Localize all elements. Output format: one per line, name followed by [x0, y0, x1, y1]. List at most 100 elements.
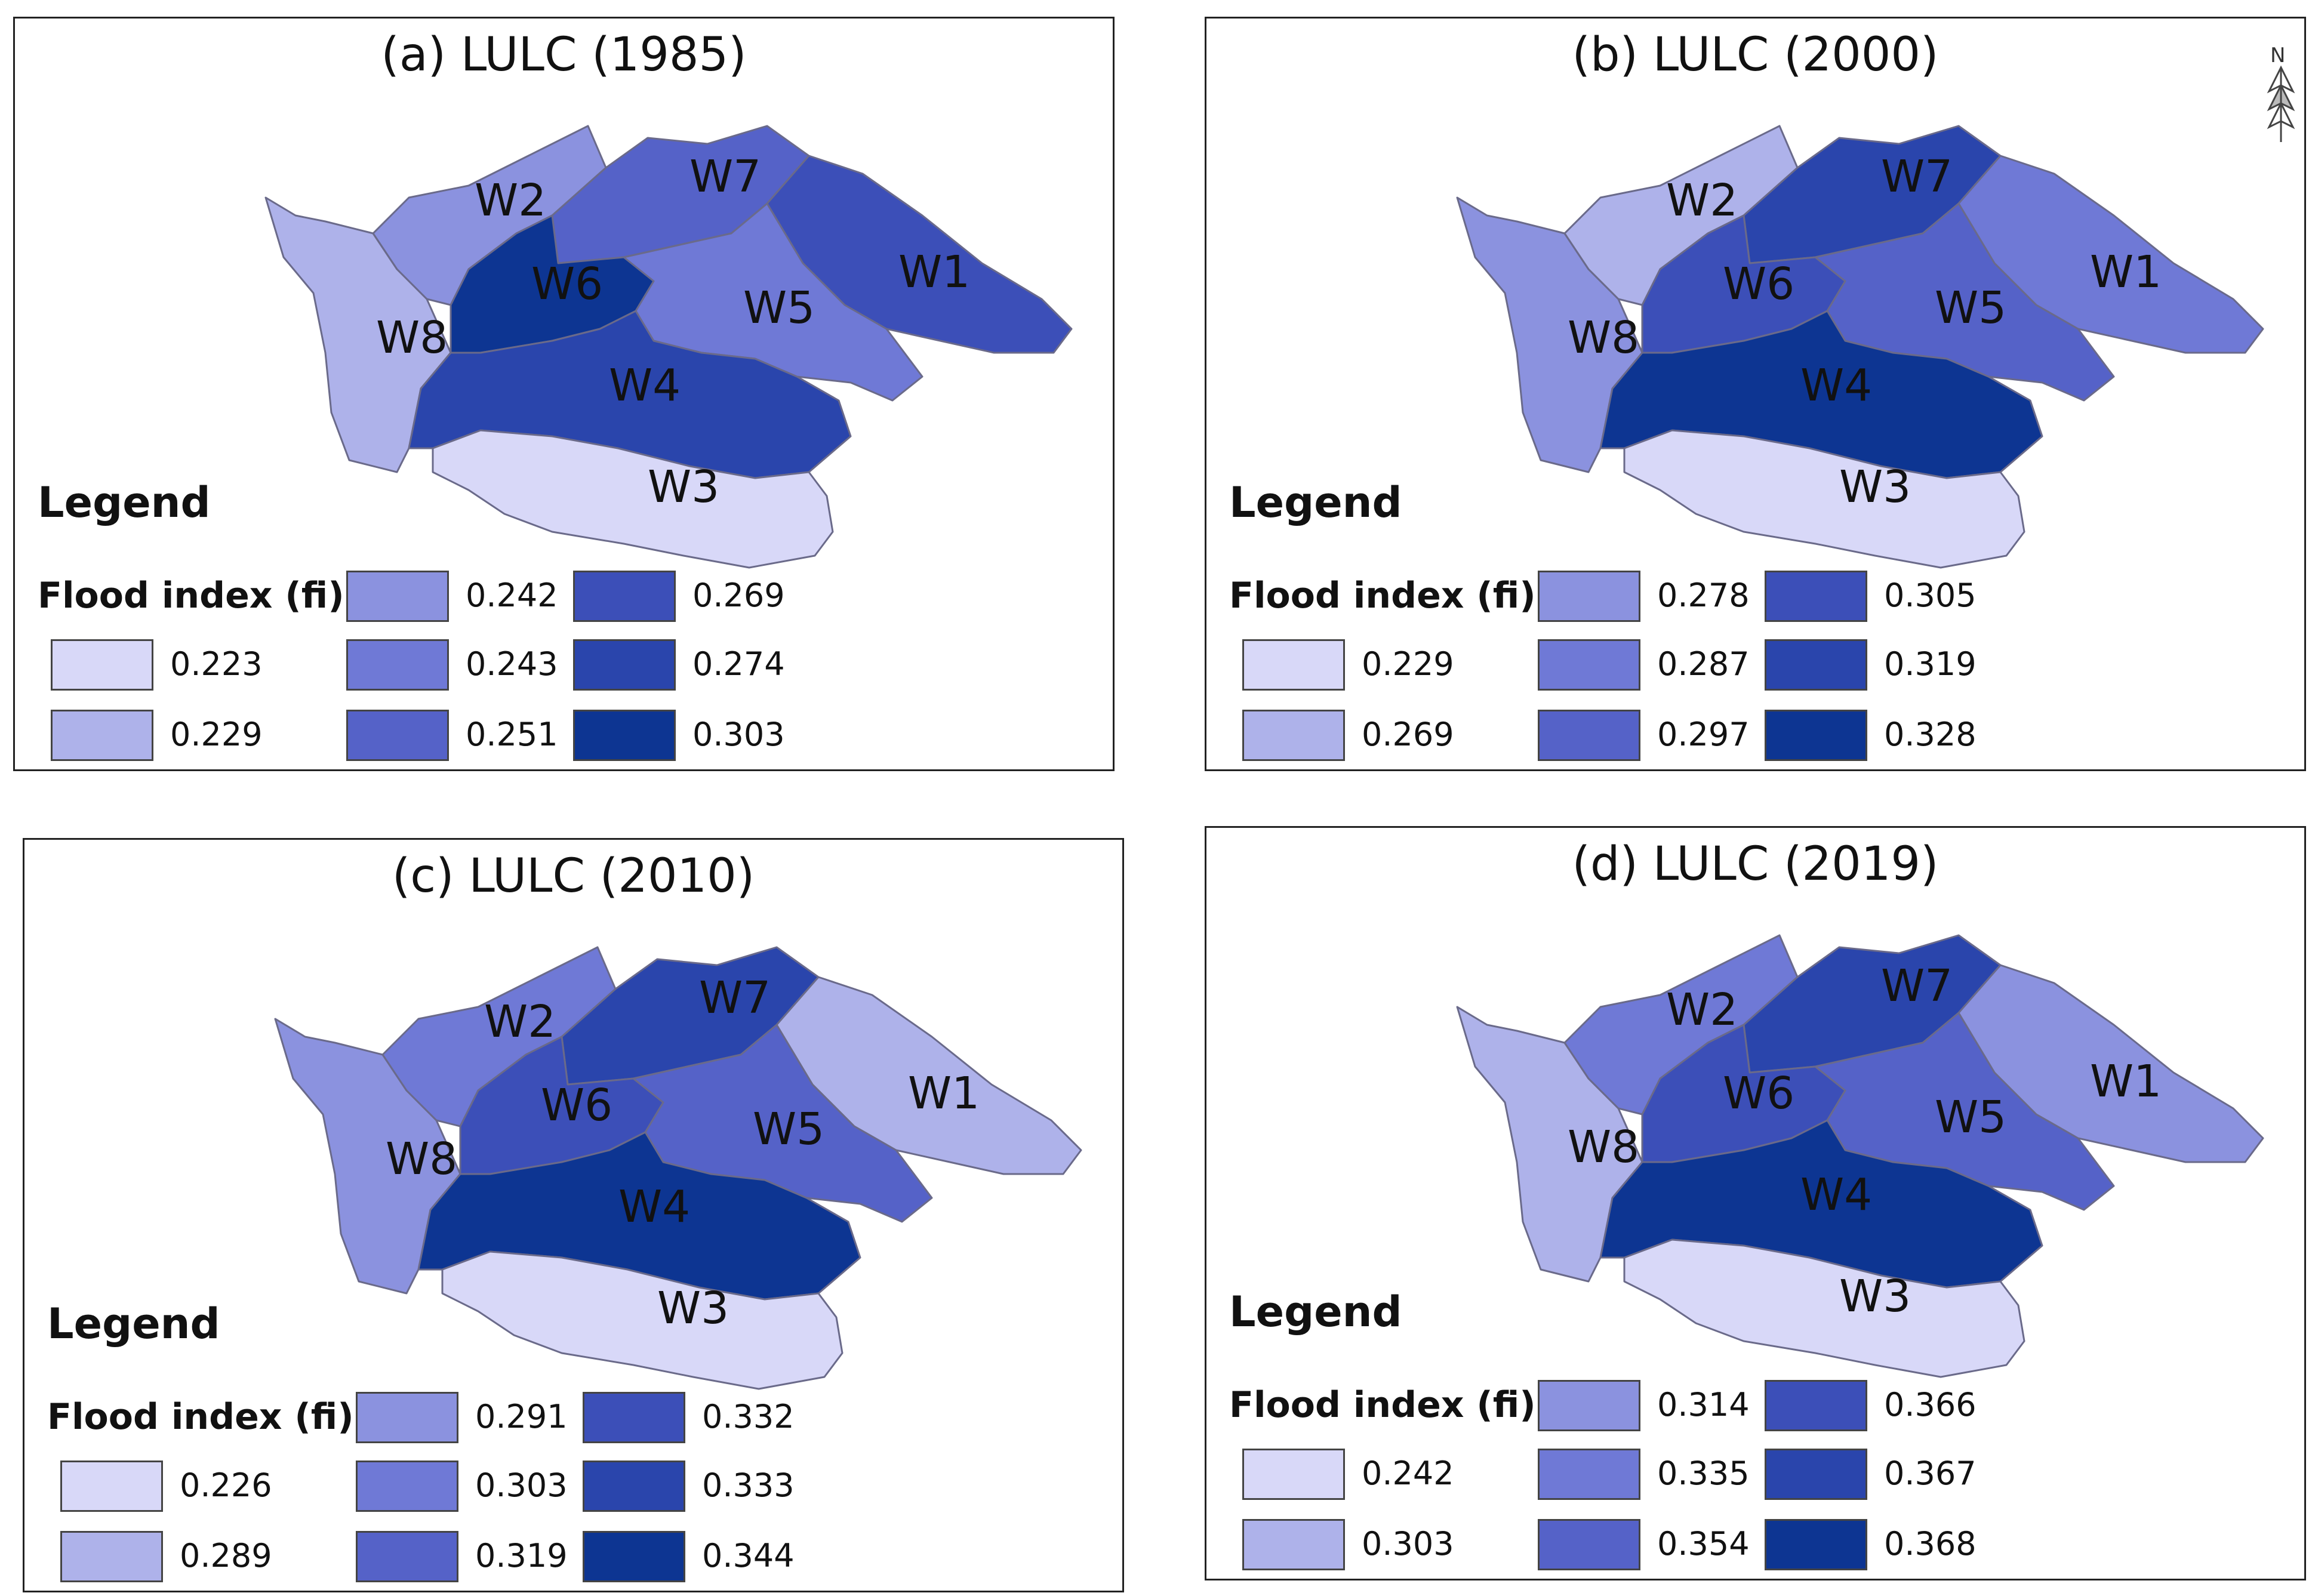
watershed-label-w6: W6: [531, 258, 603, 310]
legend-swatch: [1765, 571, 1867, 622]
watershed-label-w3: W3: [1839, 461, 1911, 513]
watershed-w3: [432, 429, 834, 569]
watershed-label-w7: W7: [689, 151, 761, 202]
map-panel-a: (a) LULC (1985) W8 W2 W7 W6 W1 W5 W4 W3 Legend Flo…: [13, 17, 1115, 771]
legend-title: Legend: [1229, 1287, 1402, 1336]
legend-swatch: [573, 639, 676, 691]
legend-swatch: [583, 1461, 685, 1512]
legend-swatch: [356, 1392, 458, 1443]
legend-swatch: [1538, 639, 1640, 691]
legend-subtitle: Flood index (fi): [38, 575, 344, 617]
watershed-label-w2: W2: [1666, 984, 1738, 1036]
legend-value: 0.287: [1657, 645, 1750, 683]
north-arrow-icon: N: [2263, 44, 2299, 145]
watershed-label-w3: W3: [648, 461, 719, 513]
watershed-label-w7: W7: [699, 972, 771, 1024]
legend-value: 0.291: [475, 1398, 568, 1435]
panel-title: (b) LULC (2000): [1572, 28, 1939, 82]
legend-swatch: [1538, 1380, 1640, 1431]
legend-subtitle: Flood index (fi): [47, 1396, 354, 1438]
north-label: N: [2270, 44, 2286, 67]
legend-swatch: [51, 639, 153, 691]
legend-swatch: [1765, 710, 1867, 761]
legend-value: 0.366: [1884, 1386, 1977, 1424]
legend-subtitle: Flood index (fi): [1229, 575, 1536, 617]
legend-value: 0.269: [692, 577, 785, 614]
legend-value: 0.303: [692, 716, 785, 753]
legend-value: 0.368: [1884, 1525, 1977, 1563]
watershed-label-w4: W4: [1800, 360, 1872, 411]
legend-value: 0.226: [180, 1466, 272, 1504]
legend-value: 0.333: [702, 1466, 795, 1504]
legend-value: 0.278: [1657, 577, 1750, 614]
legend-swatch: [1765, 1380, 1867, 1431]
legend-swatch: [1242, 639, 1345, 691]
watershed-label-w4: W4: [609, 360, 681, 411]
legend-title: Legend: [47, 1299, 220, 1348]
watershed-label-w5: W5: [743, 282, 815, 334]
watershed-label-w7: W7: [1881, 960, 1953, 1012]
watershed-label-w6: W6: [1723, 258, 1794, 310]
legend-value: 0.242: [466, 577, 558, 614]
legend-swatch: [346, 710, 449, 761]
legend-value: 0.303: [475, 1466, 568, 1504]
legend-value: 0.229: [1362, 645, 1454, 683]
watershed-label-w8: W8: [376, 312, 448, 363]
watershed-label-w3: W3: [657, 1283, 729, 1334]
watershed-label-w5: W5: [753, 1104, 824, 1155]
map-panel-c: (c) LULC (2010) W8 W2 W7 W6 W1 W5 W4 W3 Legend Flo…: [23, 838, 1124, 1592]
watershed-label-w2: W2: [484, 996, 556, 1047]
watershed-map: W8 W2 W7 W6 W1 W5 W4 W3: [264, 125, 1073, 569]
watershed-label-w7: W7: [1881, 151, 1953, 202]
legend-swatch: [51, 710, 153, 761]
legend-swatch: [573, 710, 676, 761]
legend-swatch: [583, 1392, 685, 1443]
legend-value: 0.335: [1657, 1455, 1750, 1492]
legend-swatch: [1765, 1449, 1867, 1500]
legend-swatch: [346, 639, 449, 691]
legend-swatch: [1242, 710, 1345, 761]
map-panel-d: (d) LULC (2019) W8 W2 W7 W6 W1 W5 W4 W3 Legend Flo…: [1205, 826, 2306, 1580]
panel-title: (a) LULC (1985): [381, 28, 747, 82]
map-panel-b: (b) LULC (2000) W8 W2 W7 W6 W1 W5 W4 W3 Legend Flo…: [1205, 17, 2306, 771]
watershed-label-w2: W2: [475, 175, 546, 226]
legend-value: 0.242: [1362, 1455, 1454, 1492]
legend-swatch: [60, 1461, 163, 1512]
watershed-label-w5: W5: [1935, 1092, 2006, 1143]
legend-value: 0.243: [466, 645, 558, 683]
legend-swatch: [1242, 1449, 1345, 1500]
watershed-label-w1: W1: [898, 247, 970, 298]
watershed-label-w5: W5: [1935, 282, 2006, 334]
legend-swatch: [583, 1531, 685, 1582]
legend-value: 0.344: [702, 1537, 795, 1575]
legend-value: 0.303: [1362, 1525, 1454, 1563]
watershed-label-w8: W8: [1568, 1121, 1639, 1173]
watershed-label-w4: W4: [1800, 1169, 1872, 1221]
legend-value: 0.367: [1884, 1455, 1977, 1492]
watershed-w3: [1623, 1238, 2025, 1378]
legend-swatch: [356, 1461, 458, 1512]
legend-title: Legend: [38, 478, 211, 527]
watershed-label-w4: W4: [618, 1181, 690, 1233]
panel-title: (c) LULC (2010): [392, 849, 755, 903]
panel-title: (d) LULC (2019): [1572, 837, 1939, 891]
watershed-label-w2: W2: [1666, 175, 1738, 226]
legend-value: 0.332: [702, 1398, 795, 1435]
legend-swatch: [1538, 1519, 1640, 1570]
watershed-label-w6: W6: [1723, 1068, 1794, 1119]
legend-value: 0.251: [466, 716, 558, 753]
legend-value: 0.289: [180, 1537, 272, 1575]
legend-swatch: [1765, 1519, 1867, 1570]
legend-subtitle: Flood index (fi): [1229, 1384, 1536, 1426]
watershed-label-w1: W1: [908, 1068, 980, 1119]
legend-value: 0.305: [1884, 577, 1977, 614]
watershed-map: W8 W2 W7 W6 W1 W5 W4 W3: [1456, 934, 2264, 1378]
legend-swatch: [1242, 1519, 1345, 1570]
legend-swatch: [1765, 639, 1867, 691]
legend-swatch: [356, 1531, 458, 1582]
legend-value: 0.314: [1657, 1386, 1750, 1424]
legend-value: 0.223: [170, 645, 263, 683]
legend-swatch: [1538, 571, 1640, 622]
legend-value: 0.274: [692, 645, 785, 683]
legend-swatch: [1538, 710, 1640, 761]
